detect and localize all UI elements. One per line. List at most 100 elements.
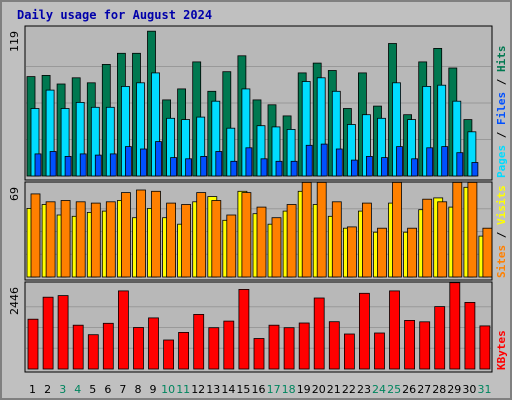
day-label: 17	[267, 383, 281, 396]
sites-bar	[286, 204, 297, 278]
y-max-label: 119	[8, 31, 21, 52]
day-label: 25	[387, 383, 401, 396]
kbytes-bar	[328, 321, 340, 370]
legend-label: Pages / Files / Hits	[495, 46, 508, 179]
day-label: 30	[462, 383, 476, 396]
pages-bar	[200, 155, 208, 177]
kbytes-bar	[298, 322, 310, 370]
sites-bar	[301, 181, 312, 278]
legend-entry: KBytes	[495, 330, 508, 370]
day-label: 31	[478, 383, 492, 396]
legend-entry: /	[495, 72, 508, 92]
pages-bar	[260, 158, 268, 177]
kbytes-bar	[419, 321, 431, 370]
legend-entry: /	[495, 125, 508, 145]
kbytes-bar	[479, 325, 491, 370]
sites-bar	[196, 192, 207, 278]
kbytes-bar	[148, 317, 159, 370]
y-max-label: 69	[8, 187, 21, 201]
day-label: 23	[357, 383, 371, 396]
pages-bar	[396, 146, 403, 177]
day-label: 10	[161, 383, 175, 396]
sites-bar	[361, 202, 372, 278]
pages-bar	[275, 160, 283, 177]
sites-bar	[256, 206, 267, 278]
day-label: 14	[221, 383, 235, 396]
kbytes-bar	[102, 322, 114, 370]
y-max-label: 2446	[8, 287, 21, 315]
day-label: 2	[44, 383, 51, 396]
legend-entry: Sites	[495, 245, 508, 278]
pages-bar	[365, 155, 373, 177]
sites-bar	[226, 214, 237, 278]
pages-bar	[230, 160, 238, 177]
kbytes-bar	[449, 282, 461, 370]
pages-bar	[335, 148, 343, 177]
day-label: 7	[119, 383, 126, 396]
legend-entry: Hits	[495, 46, 508, 73]
day-label: 13	[206, 383, 220, 396]
day-label: 1	[29, 383, 36, 396]
pages-bar	[140, 148, 147, 177]
day-label: 6	[104, 383, 111, 396]
day-label: 26	[402, 383, 416, 396]
legend-entry: /	[495, 225, 508, 245]
legend-label: Sites / Visits	[495, 185, 508, 278]
kbytes-bar	[253, 338, 265, 370]
day-label: 11	[176, 383, 190, 396]
legend-entry: Files	[495, 92, 508, 125]
day-label: 4	[74, 383, 81, 396]
pages-bar	[34, 153, 42, 177]
day-label: 12	[191, 383, 205, 396]
kbytes-bar	[163, 339, 175, 370]
day-label: 28	[432, 383, 446, 396]
kbytes-bar	[87, 334, 99, 370]
pages-bar	[79, 153, 87, 177]
sites-bar	[45, 201, 56, 278]
kbytes-bar	[389, 290, 400, 370]
pages-bar	[245, 147, 253, 177]
day-label: 16	[252, 383, 266, 396]
kbytes-bar	[57, 295, 69, 370]
pages-bar	[49, 151, 57, 177]
pages-bar	[155, 141, 162, 177]
sites-bar	[60, 200, 71, 278]
pages-bar	[456, 152, 464, 177]
pages-bar	[94, 154, 102, 177]
sites-bar	[181, 204, 192, 278]
sites-bar	[482, 227, 493, 278]
legend-entry: Visits	[495, 185, 508, 225]
pages-bar	[185, 158, 193, 177]
sites-bar	[437, 201, 448, 278]
day-label: 18	[282, 383, 296, 396]
pages-bar	[170, 157, 178, 177]
pages-bar	[471, 162, 479, 177]
sites-bar	[136, 189, 146, 278]
legend-entry: Pages	[495, 145, 508, 178]
day-label: 27	[417, 383, 431, 396]
sites-bar	[377, 227, 387, 278]
sites-bar	[121, 192, 131, 278]
pages-bar	[125, 146, 132, 177]
pages-bar	[215, 151, 223, 177]
pages-bar	[290, 160, 298, 177]
pages-bar	[381, 157, 388, 177]
chart-panels: 119 Pages / Files / Hits 69 Sites / Visits 2…	[8, 25, 508, 373]
pages-bar	[109, 153, 117, 177]
day-label: 8	[135, 383, 142, 396]
kbytes-bar	[464, 301, 476, 370]
pages-bar	[441, 146, 449, 177]
sites-bar	[331, 201, 342, 278]
legend-label: KBytes	[495, 330, 508, 370]
kbytes-bar	[118, 290, 129, 370]
sites-bar	[151, 190, 161, 278]
sites-bar	[392, 181, 402, 278]
day-label: 9	[150, 383, 157, 396]
kbytes-bar	[434, 306, 446, 370]
kbytes-bar	[27, 318, 39, 370]
day-axis-labels: 1 2 3 4 5 6 7 8 9 10 11 12 13 14 15 16 17 18 19 20 21 22 23 24 2…	[29, 383, 492, 396]
day-label: 22	[342, 383, 356, 396]
kbytes-panel: 2446 KBytes	[8, 281, 508, 373]
